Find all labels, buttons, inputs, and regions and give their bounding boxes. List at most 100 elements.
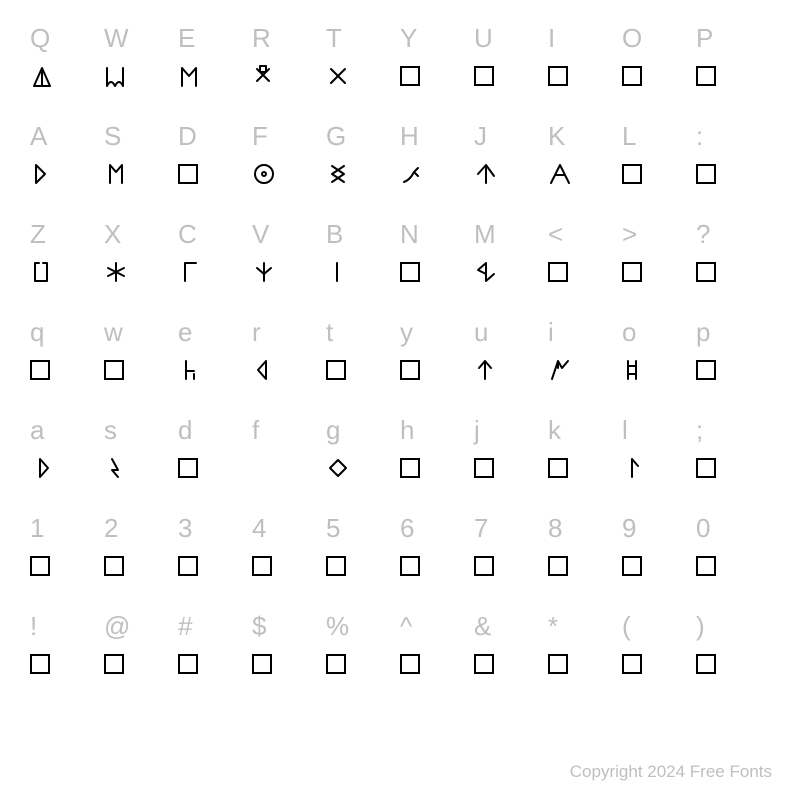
- char-cell: X: [104, 216, 178, 314]
- char-cell: P: [696, 20, 770, 118]
- char-label: s: [104, 412, 117, 448]
- char-cell: M: [474, 216, 548, 314]
- char-glyph: [474, 546, 494, 586]
- char-label: @: [104, 608, 130, 644]
- char-cell: Y: [400, 20, 474, 118]
- char-label: S: [104, 118, 121, 154]
- char-cell: R: [252, 20, 326, 118]
- char-label: f: [252, 412, 259, 448]
- char-label: i: [548, 314, 554, 350]
- char-glyph: [696, 546, 716, 586]
- char-label: 7: [474, 510, 488, 546]
- char-glyph: [326, 252, 350, 292]
- char-label: $: [252, 608, 266, 644]
- missing-glyph-box: [104, 654, 124, 674]
- char-cell: :: [696, 118, 770, 216]
- char-label: H: [400, 118, 419, 154]
- char-glyph: [622, 252, 642, 292]
- glyph-A-icon: [30, 162, 54, 186]
- char-cell: 8: [548, 510, 622, 608]
- char-cell: 0: [696, 510, 770, 608]
- char-cell: %: [326, 608, 400, 706]
- char-glyph: [696, 448, 716, 488]
- char-label: A: [30, 118, 47, 154]
- char-cell: !: [30, 608, 104, 706]
- char-glyph: [178, 448, 198, 488]
- char-glyph: [696, 350, 716, 390]
- missing-glyph-box: [474, 556, 494, 576]
- char-label: l: [622, 412, 628, 448]
- char-label: 1: [30, 510, 44, 546]
- glyph-M-icon: [474, 260, 498, 284]
- char-glyph: [400, 546, 420, 586]
- char-glyph: [252, 546, 272, 586]
- char-cell: E: [178, 20, 252, 118]
- char-glyph: [474, 350, 498, 390]
- missing-glyph-box: [400, 556, 420, 576]
- glyph-l-icon: [622, 456, 646, 480]
- glyph-R-icon: [252, 64, 276, 88]
- char-glyph: [622, 546, 642, 586]
- char-label: J: [474, 118, 487, 154]
- missing-glyph-box: [622, 262, 642, 282]
- char-cell: $: [252, 608, 326, 706]
- char-cell: G: [326, 118, 400, 216]
- char-label: !: [30, 608, 37, 644]
- char-glyph: [30, 350, 50, 390]
- char-cell: ): [696, 608, 770, 706]
- char-glyph: [178, 252, 202, 292]
- char-cell: *: [548, 608, 622, 706]
- missing-glyph-box: [30, 360, 50, 380]
- char-label: u: [474, 314, 488, 350]
- char-glyph: [474, 252, 498, 292]
- missing-glyph-box: [696, 262, 716, 282]
- char-label: 0: [696, 510, 710, 546]
- glyph-T-icon: [326, 64, 350, 88]
- missing-glyph-box: [622, 66, 642, 86]
- missing-glyph-box: [696, 360, 716, 380]
- char-label: N: [400, 216, 419, 252]
- char-label: P: [696, 20, 713, 56]
- char-label: ?: [696, 216, 710, 252]
- char-glyph: [548, 350, 572, 390]
- char-cell: a: [30, 412, 104, 510]
- char-glyph: [104, 448, 128, 488]
- missing-glyph-box: [622, 164, 642, 184]
- char-cell: 5: [326, 510, 400, 608]
- char-glyph: [252, 644, 272, 684]
- char-glyph: [30, 56, 54, 96]
- char-glyph: [474, 154, 498, 194]
- glyph-H-icon: [400, 162, 424, 186]
- glyph-e-icon: [178, 358, 202, 382]
- glyph-S-icon: [104, 162, 128, 186]
- char-cell: &: [474, 608, 548, 706]
- font-character-map: QWERTYUIOPASDFGHJKL:ZXCVBNM<>?qwertyuiop…: [0, 0, 800, 706]
- char-cell: T: [326, 20, 400, 118]
- glyph-u-icon: [474, 358, 498, 382]
- char-label: 5: [326, 510, 340, 546]
- char-glyph: [400, 252, 420, 292]
- char-label: 2: [104, 510, 118, 546]
- char-cell: V: [252, 216, 326, 314]
- missing-glyph-box: [548, 458, 568, 478]
- char-glyph: [622, 448, 646, 488]
- char-cell: r: [252, 314, 326, 412]
- char-cell: A: [30, 118, 104, 216]
- char-glyph: [104, 56, 128, 96]
- char-cell: Q: [30, 20, 104, 118]
- missing-glyph-box: [696, 164, 716, 184]
- char-label: O: [622, 20, 642, 56]
- char-glyph: [252, 56, 276, 96]
- char-cell: e: [178, 314, 252, 412]
- char-cell: h: [400, 412, 474, 510]
- char-label: 4: [252, 510, 266, 546]
- char-glyph: [252, 252, 276, 292]
- missing-glyph-box: [178, 556, 198, 576]
- glyph-F-icon: [252, 162, 276, 186]
- char-label: r: [252, 314, 261, 350]
- char-label: 9: [622, 510, 636, 546]
- char-cell: ^: [400, 608, 474, 706]
- char-glyph: [696, 252, 716, 292]
- missing-glyph-box: [548, 262, 568, 282]
- char-cell: @: [104, 608, 178, 706]
